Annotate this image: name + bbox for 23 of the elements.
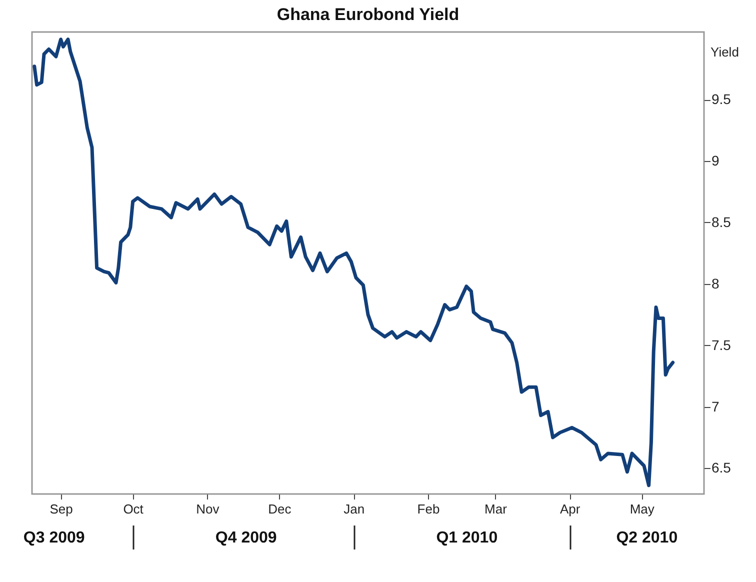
x2-tick-label: Q3 2009 (23, 530, 85, 546)
x-tick-label: Apr (560, 502, 581, 516)
x2-tick-label: Q1 2010 (436, 530, 498, 546)
y-tick-label: 8.5 (712, 214, 732, 230)
x-tick-label: Dec (268, 502, 292, 516)
y-tick-label: 6.5 (712, 460, 732, 476)
y-axis-title: Yield (710, 44, 739, 60)
y-tick-label: 8 (712, 275, 720, 292)
x-tick-label: May (630, 502, 655, 516)
y-tick-label: 7 (712, 398, 720, 414)
y-tick-label: 9 (712, 152, 720, 169)
x2-tick-label: Q4 2009 (215, 530, 277, 546)
x-tick-label: Oct (123, 502, 144, 516)
line-series (32, 38, 675, 488)
x-tick-label: Nov (196, 502, 220, 516)
x-tick-label: Sep (50, 502, 73, 516)
y-tick-label: 7.5 (712, 336, 732, 353)
x-tick-label: Feb (417, 502, 440, 516)
x-tick-label: Jan (344, 502, 365, 516)
x2-tick-label: Q2 2010 (616, 530, 678, 546)
x-tick-label: Mar (484, 502, 508, 516)
y-tick-label: 9.5 (712, 91, 732, 108)
chart-title: Ghana Eurobond Yield (276, 5, 460, 24)
